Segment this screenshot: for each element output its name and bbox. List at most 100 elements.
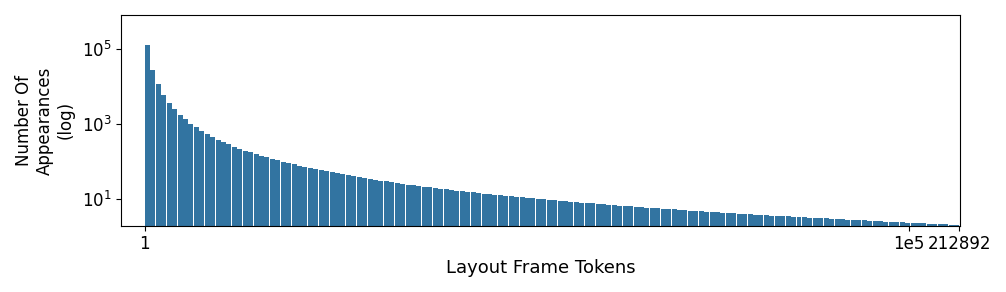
Bar — [835, 219, 839, 292]
Bar — [856, 220, 861, 292]
Bar — [428, 187, 433, 292]
Bar — [335, 173, 340, 292]
Bar — [759, 215, 764, 292]
Bar — [476, 193, 481, 292]
Bar — [666, 209, 671, 292]
Bar — [482, 194, 487, 292]
Bar — [422, 187, 427, 292]
Bar — [607, 205, 612, 292]
Bar — [319, 170, 324, 292]
Bar — [764, 215, 769, 292]
Bar — [682, 210, 687, 292]
Bar — [444, 189, 449, 292]
Bar — [726, 213, 731, 292]
Bar — [655, 208, 660, 292]
Bar — [808, 218, 813, 292]
Bar — [172, 109, 177, 292]
Bar — [433, 188, 438, 292]
Bar — [699, 211, 704, 292]
Bar — [226, 144, 231, 292]
Bar — [731, 213, 736, 292]
Bar — [824, 218, 829, 292]
Bar — [493, 195, 497, 292]
Bar — [405, 185, 410, 292]
Bar — [367, 179, 372, 292]
Bar — [411, 185, 416, 292]
Bar — [265, 157, 270, 292]
Bar — [416, 186, 422, 292]
Bar — [720, 213, 725, 292]
Bar — [949, 225, 954, 292]
Bar — [568, 202, 573, 292]
Bar — [878, 221, 883, 292]
Bar — [455, 191, 460, 292]
Bar — [677, 210, 682, 292]
Bar — [899, 222, 904, 292]
Bar — [151, 69, 155, 292]
Bar — [178, 115, 182, 292]
Bar — [715, 212, 720, 292]
Bar — [693, 211, 698, 292]
Bar — [346, 175, 351, 292]
Bar — [231, 147, 236, 292]
Bar — [487, 194, 492, 292]
Bar — [503, 196, 508, 292]
Bar — [639, 207, 644, 292]
Bar — [215, 140, 220, 292]
Bar — [362, 178, 367, 292]
Bar — [851, 220, 856, 292]
Bar — [628, 206, 633, 292]
Y-axis label: Number Of
Appearances
(log): Number Of Appearances (log) — [15, 66, 74, 175]
Bar — [270, 159, 275, 292]
Bar — [259, 156, 264, 292]
Bar — [943, 224, 948, 292]
Bar — [541, 199, 546, 292]
Bar — [661, 209, 666, 292]
Bar — [520, 197, 524, 292]
Bar — [736, 214, 741, 292]
X-axis label: Layout Frame Tokens: Layout Frame Tokens — [446, 259, 636, 277]
Bar — [862, 220, 866, 292]
Bar — [210, 137, 215, 292]
Bar — [770, 215, 775, 292]
Bar — [145, 45, 150, 292]
Bar — [460, 191, 465, 292]
Bar — [324, 171, 329, 292]
Bar — [954, 225, 959, 292]
Bar — [584, 203, 590, 292]
Bar — [286, 163, 291, 292]
Bar — [618, 206, 623, 292]
Bar — [183, 119, 188, 292]
Bar — [466, 192, 471, 292]
Bar — [938, 224, 943, 292]
Bar — [818, 218, 823, 292]
Bar — [634, 207, 639, 292]
Bar — [883, 222, 888, 292]
Bar — [167, 102, 172, 292]
Bar — [530, 198, 535, 292]
Bar — [829, 219, 834, 292]
Bar — [867, 221, 872, 292]
Bar — [563, 201, 568, 292]
Bar — [373, 180, 378, 292]
Bar — [791, 217, 796, 292]
Bar — [237, 149, 242, 292]
Bar — [297, 166, 302, 292]
Bar — [747, 214, 752, 292]
Bar — [709, 212, 714, 292]
Bar — [384, 182, 389, 292]
Bar — [449, 190, 454, 292]
Bar — [161, 95, 166, 292]
Bar — [242, 150, 247, 292]
Bar — [915, 223, 920, 292]
Bar — [394, 183, 399, 292]
Bar — [845, 220, 850, 292]
Bar — [894, 222, 899, 292]
Bar — [188, 124, 193, 292]
Bar — [840, 219, 845, 292]
Bar — [872, 221, 877, 292]
Bar — [400, 184, 405, 292]
Bar — [797, 217, 802, 292]
Bar — [509, 196, 514, 292]
Bar — [357, 177, 362, 292]
